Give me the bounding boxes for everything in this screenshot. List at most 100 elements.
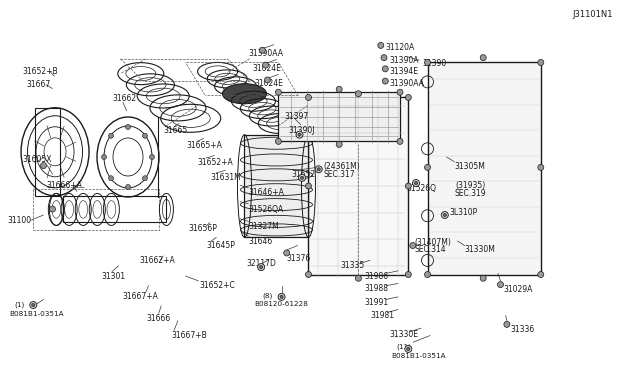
Circle shape (305, 272, 312, 278)
Bar (63, 196, 166, 222)
Circle shape (405, 94, 412, 100)
Text: 31029A: 31029A (503, 285, 532, 294)
Circle shape (150, 154, 154, 160)
Circle shape (316, 166, 322, 173)
Text: J31101N1: J31101N1 (573, 10, 613, 19)
Text: 31656P: 31656P (189, 224, 218, 233)
Text: 31397: 31397 (285, 112, 309, 121)
Circle shape (405, 346, 412, 352)
Text: 31981: 31981 (370, 311, 394, 320)
Circle shape (497, 282, 504, 288)
Text: 31665: 31665 (164, 126, 188, 135)
Text: 31665+A: 31665+A (187, 141, 223, 150)
Circle shape (296, 131, 303, 138)
Text: B081B1-0351A: B081B1-0351A (10, 311, 64, 317)
Text: 31390: 31390 (422, 59, 447, 68)
Text: 31605X: 31605X (22, 155, 52, 164)
Text: 32117D: 32117D (246, 259, 276, 268)
Text: 31662: 31662 (112, 94, 136, 103)
Circle shape (538, 164, 544, 170)
Circle shape (258, 264, 264, 270)
Text: 31376: 31376 (287, 254, 311, 263)
Circle shape (102, 154, 106, 160)
Text: 31652+B: 31652+B (22, 67, 58, 76)
Circle shape (415, 182, 417, 185)
Circle shape (504, 321, 510, 327)
Text: 31986: 31986 (365, 272, 389, 280)
Circle shape (382, 66, 388, 72)
Circle shape (424, 272, 431, 278)
Circle shape (125, 185, 131, 189)
Circle shape (260, 266, 262, 269)
Text: 31988: 31988 (365, 284, 388, 293)
Text: (1): (1) (14, 301, 24, 308)
Circle shape (397, 89, 403, 95)
Text: 31330E: 31330E (389, 330, 418, 339)
Circle shape (410, 243, 416, 248)
Text: 31526Q: 31526Q (406, 185, 436, 193)
Circle shape (49, 206, 56, 212)
Circle shape (275, 89, 282, 95)
Text: 31667: 31667 (27, 80, 51, 89)
Circle shape (480, 55, 486, 61)
Circle shape (405, 272, 412, 278)
Circle shape (538, 60, 544, 65)
Text: (31407M): (31407M) (415, 238, 452, 247)
Text: 31390A: 31390A (389, 56, 419, 65)
Text: 31662+A: 31662+A (140, 256, 175, 265)
Circle shape (278, 294, 285, 300)
Circle shape (143, 176, 147, 181)
Circle shape (275, 138, 282, 144)
Text: 31667+A: 31667+A (123, 292, 159, 301)
Text: 3L310P: 3L310P (449, 208, 477, 217)
Circle shape (30, 302, 36, 308)
Bar (428, 62, 541, 275)
Circle shape (538, 272, 544, 278)
Bar (308, 97, 408, 275)
Text: 31666: 31666 (146, 314, 170, 323)
Ellipse shape (223, 84, 266, 104)
Circle shape (299, 174, 305, 181)
Text: (31935): (31935) (456, 181, 486, 190)
Text: 31336: 31336 (511, 325, 535, 334)
Circle shape (424, 164, 431, 170)
Text: 31667+B: 31667+B (172, 331, 207, 340)
Bar (33, 189, 159, 230)
Text: 31646+A: 31646+A (248, 188, 284, 197)
Circle shape (336, 141, 342, 147)
Text: 31301: 31301 (101, 272, 125, 280)
Text: 31120A: 31120A (385, 43, 415, 52)
Circle shape (109, 133, 113, 138)
Circle shape (442, 212, 448, 218)
Circle shape (264, 77, 271, 83)
Text: SEC.317: SEC.317 (323, 170, 355, 179)
Circle shape (284, 250, 290, 256)
Circle shape (301, 176, 303, 179)
Text: 31024E: 31024E (255, 79, 284, 88)
Text: 31024E: 31024E (253, 64, 282, 73)
Circle shape (109, 176, 113, 181)
Circle shape (424, 60, 431, 65)
Bar (35, 108, 60, 196)
Text: B08120-61228: B08120-61228 (255, 301, 308, 307)
Circle shape (480, 275, 486, 281)
Text: 31330M: 31330M (465, 246, 495, 254)
Text: 31390J: 31390J (288, 126, 314, 135)
Text: 31652+A: 31652+A (197, 158, 233, 167)
Bar (278, 92, 400, 141)
Circle shape (381, 55, 387, 61)
Circle shape (40, 163, 47, 169)
Text: 31305M: 31305M (454, 162, 485, 171)
Circle shape (413, 180, 419, 186)
Circle shape (259, 47, 266, 53)
Text: 31652: 31652 (291, 170, 316, 179)
Circle shape (317, 168, 320, 171)
Text: SEC.314: SEC.314 (415, 246, 446, 254)
Text: (24361M): (24361M) (323, 162, 360, 171)
Text: 31100: 31100 (8, 216, 32, 225)
Circle shape (262, 62, 269, 68)
Bar (244, 135, 308, 237)
Circle shape (444, 214, 446, 217)
Text: 31526QA: 31526QA (248, 205, 284, 214)
Circle shape (378, 42, 384, 48)
